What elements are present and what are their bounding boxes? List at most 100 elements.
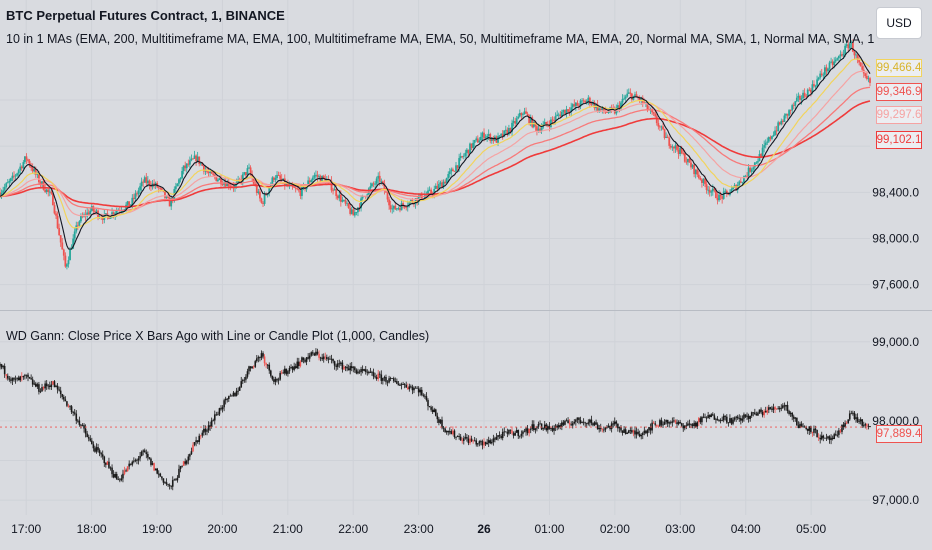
gann-candle-body	[445, 430, 448, 433]
candle-body	[64, 255, 67, 267]
gann-candle-body	[182, 461, 185, 466]
gann-candle-body	[151, 463, 154, 465]
candle-body	[520, 113, 523, 116]
gann-candle-body	[669, 422, 672, 424]
candle-body	[263, 194, 266, 204]
candle-body	[618, 105, 621, 109]
gann-candle-body	[279, 373, 281, 380]
candle-body	[3, 187, 6, 191]
candle-body	[461, 156, 464, 157]
candle-body	[430, 189, 433, 194]
gann-candle-body	[476, 443, 479, 445]
candle-body	[234, 184, 236, 188]
gann-candle-body	[729, 418, 731, 423]
gann-candle-body	[108, 461, 110, 468]
gann-candle-body	[312, 352, 314, 354]
candle-body	[2, 190, 5, 194]
gann-candle-body	[575, 419, 577, 422]
gann-candle-body	[0, 364, 1, 366]
gann-candle-body	[856, 417, 859, 422]
gann-candle-body	[294, 366, 297, 369]
candle-body	[721, 196, 724, 199]
candle-body	[851, 42, 854, 52]
candle-body	[774, 130, 776, 135]
gann-candle-body	[646, 430, 649, 434]
gann-candle-body	[654, 423, 657, 425]
gann-candle-body	[679, 421, 681, 424]
gann-candle-body	[157, 473, 160, 475]
gann-candle-body	[708, 415, 711, 418]
price-label-gann-last: 97,889.4	[876, 425, 922, 443]
gann-candle-body	[716, 418, 719, 421]
candle-body	[786, 113, 789, 116]
gann-candle-body	[469, 438, 471, 444]
gann-candle-body	[613, 421, 616, 425]
candle-body	[503, 130, 506, 137]
candle-body	[508, 127, 510, 135]
candle-body	[850, 42, 853, 44]
gann-candle-body	[508, 429, 510, 434]
gann-candle-body	[201, 432, 204, 436]
candle-body	[372, 183, 375, 185]
gann-candle-body	[796, 417, 798, 426]
gann-candle-body	[833, 434, 836, 440]
candle-body	[668, 137, 671, 146]
candle-body	[518, 113, 521, 117]
candle-body	[360, 198, 362, 209]
gann-candle-body	[813, 428, 815, 433]
gann-candle-body	[221, 407, 224, 410]
gann-candle-body	[164, 482, 166, 484]
candle-body	[747, 167, 750, 176]
gann-candle-body	[105, 463, 107, 465]
candle-body	[375, 178, 378, 184]
pane-divider[interactable]	[0, 310, 932, 311]
candle-body	[257, 191, 260, 193]
gann-candle-body	[595, 422, 597, 425]
ma-50-line	[0, 70, 871, 217]
gann-candle-body	[420, 389, 423, 395]
candle-body	[511, 122, 513, 132]
candle-body	[536, 126, 538, 132]
candle-body	[55, 213, 57, 216]
gann-candle-body	[14, 378, 17, 380]
gann-candle-body	[726, 416, 728, 423]
candle-body	[192, 158, 194, 160]
gann-candle-body	[425, 396, 428, 401]
gann-candle-body	[86, 433, 88, 438]
gann-candle-body	[346, 366, 348, 369]
gann-candle-body	[168, 484, 171, 486]
candle-body	[481, 132, 484, 137]
candle-body	[332, 190, 334, 192]
gann-candle-body	[427, 400, 429, 407]
gann-candle-body	[603, 429, 605, 431]
gann-candle-body	[329, 358, 331, 360]
candle-body	[48, 191, 51, 193]
candle-body	[559, 114, 562, 117]
gann-candle-body	[237, 390, 239, 392]
gann-candle-body	[288, 368, 291, 372]
candle-body	[273, 177, 275, 180]
gann-candle-body	[827, 436, 829, 439]
gann-candle-body	[254, 361, 257, 367]
candle-body	[76, 225, 79, 227]
currency-button[interactable]: USD	[876, 7, 922, 39]
candle-body	[470, 143, 473, 148]
gann-candle-body	[372, 372, 375, 377]
candle-body	[104, 213, 107, 215]
candle-body	[67, 260, 70, 265]
gann-candle-body	[819, 437, 821, 440]
gann-candle-body	[830, 437, 832, 440]
gann-candle-body	[89, 438, 92, 441]
gann-candle-body	[861, 419, 864, 426]
gann-candle-body	[760, 409, 762, 412]
gann-candle-body	[388, 378, 390, 383]
gann-candle-body	[539, 423, 541, 425]
candle-body	[822, 74, 825, 76]
gann-candle-body	[156, 468, 158, 474]
gann-candle-body	[212, 420, 215, 422]
gann-candle-body	[91, 440, 93, 445]
candle-body	[139, 186, 141, 191]
candle-body	[792, 105, 795, 106]
candle-body	[783, 115, 786, 122]
